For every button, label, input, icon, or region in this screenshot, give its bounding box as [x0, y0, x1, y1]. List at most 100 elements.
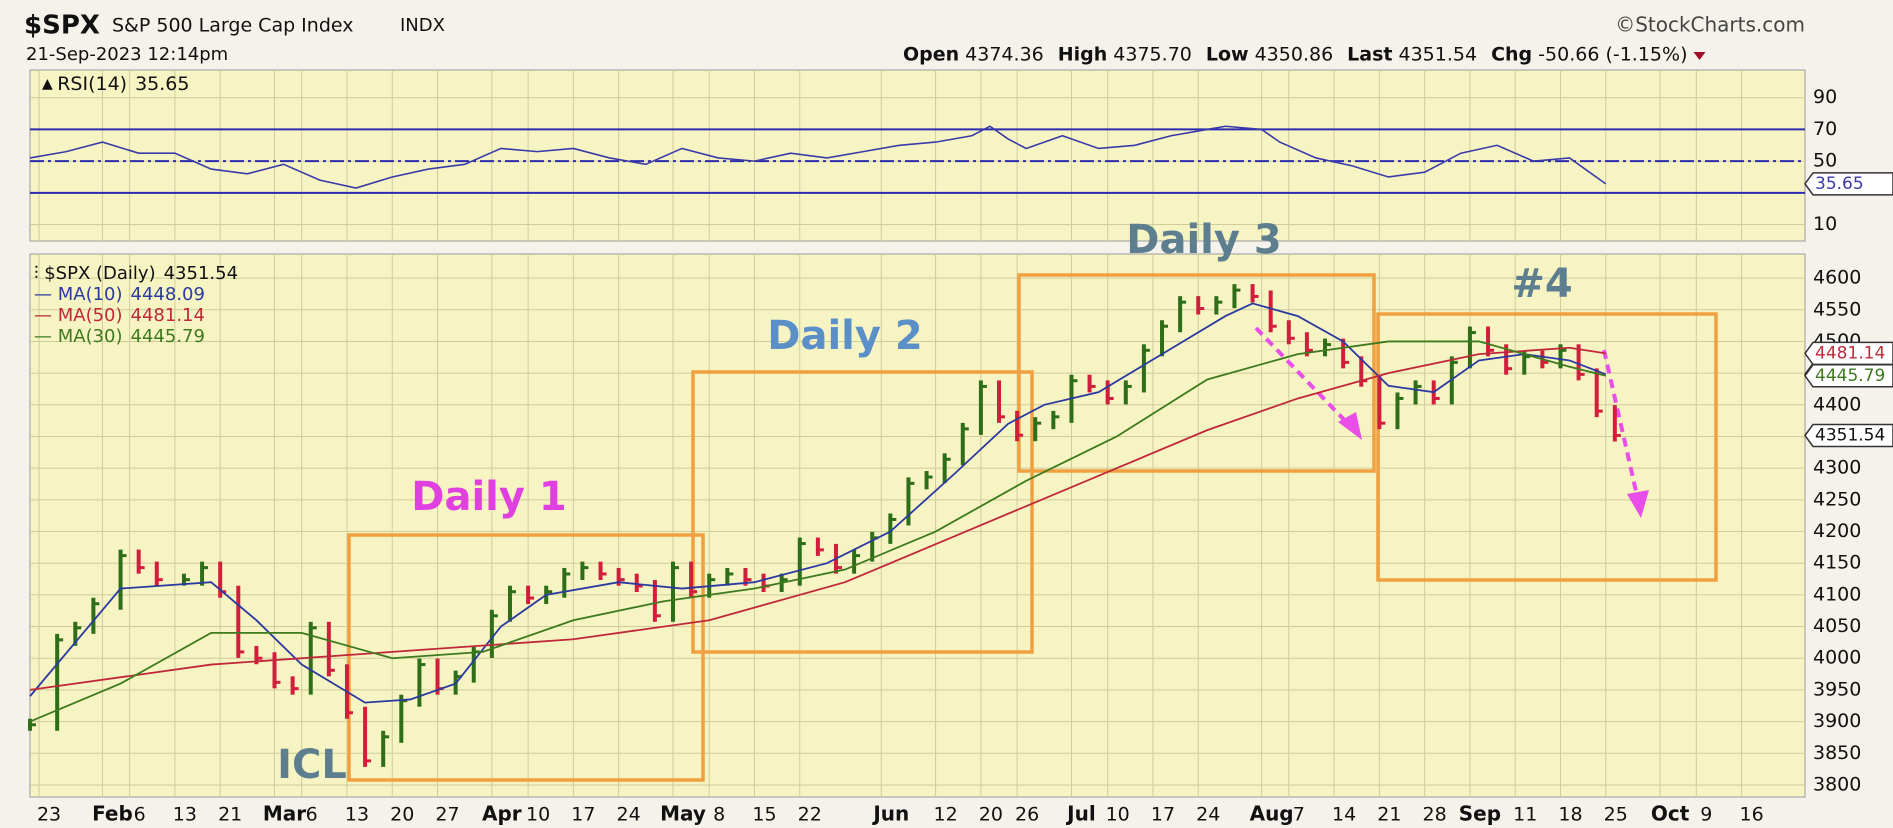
price-bar-range: [1214, 296, 1219, 315]
price-bar-range: [562, 567, 567, 598]
annotation: ICL: [277, 742, 347, 788]
symbol: $SPX: [24, 11, 100, 41]
x-tick-label: 14: [1332, 804, 1356, 826]
y-tick-label: 4000: [1813, 647, 1861, 669]
price-bar-range: [254, 645, 259, 665]
price-bar-range: [815, 537, 820, 556]
quote: Open 4374.36 High 4375.70 Low 4350.86 Last 4351…: [903, 44, 1706, 66]
price-bar: [634, 573, 643, 593]
price-bar: [1196, 296, 1205, 315]
down-marker: [1693, 52, 1706, 60]
x-tick-label: 18: [1558, 804, 1582, 826]
x-tick-label: 20: [390, 804, 414, 826]
price-bar-range: [1051, 410, 1056, 430]
price-bar: [888, 513, 897, 544]
legend-value: 4481.14: [131, 305, 205, 326]
x-tick-label: 6: [306, 804, 318, 826]
price-bar-range: [1196, 296, 1201, 315]
price-bar-range: [1160, 320, 1165, 357]
y-tick-label: 4200: [1813, 520, 1861, 542]
price-bar-range: [1141, 344, 1146, 393]
price-bar: [906, 477, 915, 526]
y-tick-label: 4050: [1813, 615, 1861, 637]
price-bar-range: [1033, 417, 1038, 442]
price-bar-range: [852, 549, 857, 574]
price-bar-range: [1413, 380, 1418, 405]
price-bar: [1178, 296, 1187, 333]
price-bar-range: [1359, 356, 1364, 387]
rsi-line: [29, 125, 1607, 189]
price-bar: [200, 561, 209, 586]
price-bar: [363, 706, 372, 767]
x-tick-label: 21: [218, 804, 242, 826]
price-bar: [91, 597, 100, 634]
legend-entry: — MA(30) 4445.79: [34, 326, 205, 347]
quote-value: 4350.86: [1255, 44, 1334, 66]
price-bar: [997, 380, 1006, 423]
price-bar: [1160, 320, 1169, 357]
legend-name: $SPX (Daily): [44, 263, 155, 284]
price-bar: [725, 567, 734, 586]
price-bar-range: [154, 561, 159, 586]
price-bar-range: [670, 561, 675, 622]
price-bar: [598, 561, 607, 580]
x-tick-label: 21: [1377, 804, 1401, 826]
price-bar: [670, 561, 679, 622]
price-bar: [489, 609, 498, 658]
price-bar: [526, 585, 535, 605]
price-bar: [73, 621, 82, 646]
datetime: 21-Sep-2023 12:14pm: [26, 44, 228, 65]
legend-name: MA(30): [58, 326, 123, 347]
price-bar-range: [471, 645, 476, 683]
price-bar-range: [634, 573, 639, 593]
x-tick-label: 10: [1106, 804, 1130, 826]
plot: [28, 125, 1805, 767]
y-tick-label: 4600: [1813, 267, 1861, 289]
price-bar-range: [507, 585, 512, 622]
x-tick-label: 22: [798, 804, 822, 826]
x-tick-label: 17: [571, 804, 595, 826]
price-bar: [181, 573, 190, 586]
price-bar: [1087, 374, 1096, 393]
price-bar: [562, 567, 571, 598]
price-bar-range: [870, 531, 875, 562]
legend-value: 4351.54: [164, 263, 238, 284]
price-bar-range: [1612, 405, 1617, 442]
legend-entry: — MA(50) 4481.14: [34, 305, 205, 326]
price-bar: [978, 380, 987, 435]
legend-entry: — MA(10) 4448.09: [34, 284, 205, 305]
legend-icon: —: [34, 326, 58, 347]
quote-label: Low: [1206, 44, 1249, 66]
value-tag-label: 4351.54: [1815, 426, 1885, 446]
price-bar: [381, 730, 390, 767]
price-bar-range: [55, 633, 60, 731]
annotations: Daily 1 Daily 2 Daily 3 #4 ICL: [277, 217, 1718, 788]
x-tick-label: 16: [1740, 804, 1764, 826]
x-tick-label: 20: [979, 804, 1003, 826]
y-tick-label: 4250: [1813, 488, 1861, 510]
legend-value: 4448.09: [131, 284, 205, 305]
price-bar-range: [399, 694, 404, 743]
legend-value: 4445.79: [131, 326, 205, 347]
legend-name: MA(50): [58, 305, 123, 326]
x-tick-label: 13: [345, 804, 369, 826]
price-bar-range: [236, 585, 241, 658]
quote-label: Chg: [1491, 44, 1532, 66]
price-bar-range: [997, 380, 1002, 423]
value-tag: [1804, 423, 1893, 448]
price-bar-range: [888, 513, 893, 544]
price-bar: [55, 633, 64, 731]
price-bar-range: [1268, 290, 1273, 333]
price-bar: [1015, 410, 1024, 442]
box-daily-3: [1017, 273, 1376, 473]
x-tick-label: 27: [435, 804, 459, 826]
legend-name: RSI(14): [57, 73, 127, 95]
price-bar-range: [363, 706, 368, 767]
price-bar-range: [1015, 410, 1020, 442]
x-tick-label: 24: [617, 804, 641, 826]
price-bar-range: [906, 477, 911, 526]
legend-entry: ⫶ $SPX (Daily) 4351.54: [34, 263, 238, 284]
x-tick-label: 7: [1293, 804, 1305, 826]
price-bar: [1377, 374, 1386, 430]
price-bar-range: [526, 585, 531, 605]
